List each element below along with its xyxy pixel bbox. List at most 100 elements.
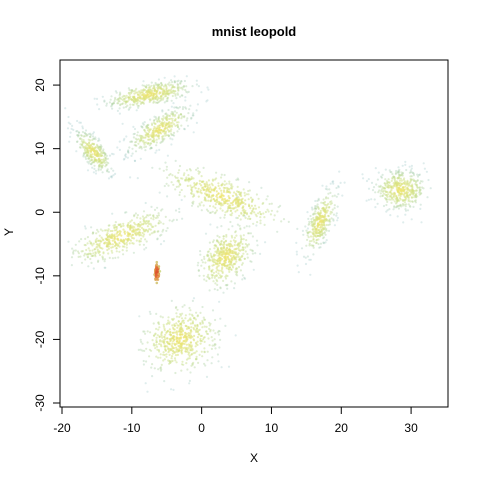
- scatter-point: [199, 339, 202, 342]
- scatter-point: [245, 239, 248, 242]
- scatter-point: [322, 201, 325, 204]
- scatter-point: [162, 228, 165, 231]
- scatter-point: [171, 324, 174, 327]
- scatter-point: [404, 163, 407, 166]
- scatter-point: [130, 89, 133, 92]
- scatter-point: [387, 193, 390, 196]
- scatter-point: [143, 128, 146, 131]
- scatter-point: [177, 79, 180, 82]
- scatter-point: [92, 131, 95, 134]
- scatter-point: [199, 204, 202, 207]
- scatter-point: [85, 151, 88, 154]
- scatter-point: [423, 167, 426, 170]
- scatter-point: [158, 128, 161, 131]
- scatter-point: [98, 242, 101, 245]
- scatter-point: [197, 361, 200, 364]
- scatter-point: [138, 139, 142, 142]
- scatter-point: [206, 359, 209, 362]
- scatter-point: [420, 192, 423, 195]
- scatter-point: [257, 197, 260, 200]
- scatter-point: [91, 249, 94, 252]
- scatter-point: [168, 117, 171, 121]
- scatter-point: [393, 178, 396, 181]
- scatter-point: [222, 202, 226, 205]
- scatter-point: [192, 112, 195, 115]
- scatter-point: [136, 225, 140, 228]
- scatter-point: [174, 354, 178, 357]
- scatter-point: [397, 182, 400, 185]
- scatter-point: [409, 200, 412, 203]
- scatter-point: [211, 276, 214, 279]
- scatter-point: [146, 93, 149, 97]
- scatter-point: [155, 144, 158, 147]
- scatter-point: [197, 195, 200, 198]
- scatter-point: [336, 219, 339, 222]
- scatter-point: [174, 118, 177, 121]
- scatter-point: [210, 182, 213, 185]
- scatter-point: [67, 115, 70, 119]
- scatter-point: [173, 357, 177, 360]
- scatter-point: [178, 127, 181, 130]
- scatter-point: [155, 327, 158, 330]
- scatter-point: [140, 137, 143, 140]
- scatter-point: [190, 204, 194, 207]
- scatter-point: [383, 186, 386, 190]
- scatter-point: [115, 91, 118, 94]
- scatter-point: [249, 207, 252, 210]
- scatter-point: [141, 140, 144, 143]
- scatter-point: [119, 104, 122, 107]
- scatter-point: [180, 124, 183, 127]
- scatter-point: [325, 209, 328, 212]
- scatter-point: [105, 161, 108, 164]
- scatter-point: [178, 342, 181, 345]
- scatter-point: [165, 112, 168, 115]
- scatter-point: [379, 195, 382, 198]
- scatter-point: [390, 186, 393, 189]
- scatter-point: [141, 349, 144, 352]
- scatter-point: [178, 169, 181, 172]
- scatter-point: [415, 185, 418, 188]
- scatter-point: [226, 210, 229, 213]
- scatter-point: [106, 232, 109, 235]
- scatter-point: [237, 265, 241, 269]
- scatter-point: [392, 185, 395, 188]
- scatter-point: [219, 287, 222, 290]
- scatter-point: [190, 313, 194, 316]
- scatter-point: [96, 228, 99, 231]
- scatter-point: [175, 121, 179, 124]
- scatter-point: [214, 259, 217, 262]
- scatter-point: [207, 88, 210, 91]
- scatter-point: [101, 247, 104, 250]
- scatter-point: [270, 202, 273, 205]
- scatter-point: [224, 261, 227, 264]
- scatter-point: [167, 134, 170, 137]
- scatter-point: [155, 90, 158, 93]
- scatter-point: [321, 226, 324, 229]
- scatter-point: [242, 248, 245, 251]
- scatter-point: [392, 182, 395, 185]
- scatter-point: [144, 238, 147, 241]
- scatter-point: [83, 140, 86, 144]
- scatter-point: [205, 330, 208, 333]
- scatter-point: [247, 193, 250, 196]
- scatter-point: [244, 203, 247, 206]
- scatter-point: [245, 193, 248, 196]
- scatter-point: [88, 141, 91, 144]
- scatter-point: [150, 122, 154, 125]
- scatter-point: [171, 318, 174, 322]
- scatter-point: [257, 206, 261, 209]
- scatter-point: [160, 368, 163, 371]
- scatter-point: [166, 126, 169, 130]
- scatter-point: [98, 149, 101, 152]
- scatter-point: [209, 330, 212, 333]
- scatter-point: [125, 241, 128, 244]
- scatter-point: [184, 96, 187, 99]
- scatter-point: [174, 93, 177, 96]
- scatter-point: [153, 125, 156, 128]
- scatter-point: [324, 213, 327, 216]
- scatter-point: [224, 186, 227, 190]
- scatter-point: [304, 225, 307, 228]
- scatter-point: [215, 274, 218, 277]
- scatter-point: [191, 186, 194, 189]
- scatter-point: [176, 84, 180, 87]
